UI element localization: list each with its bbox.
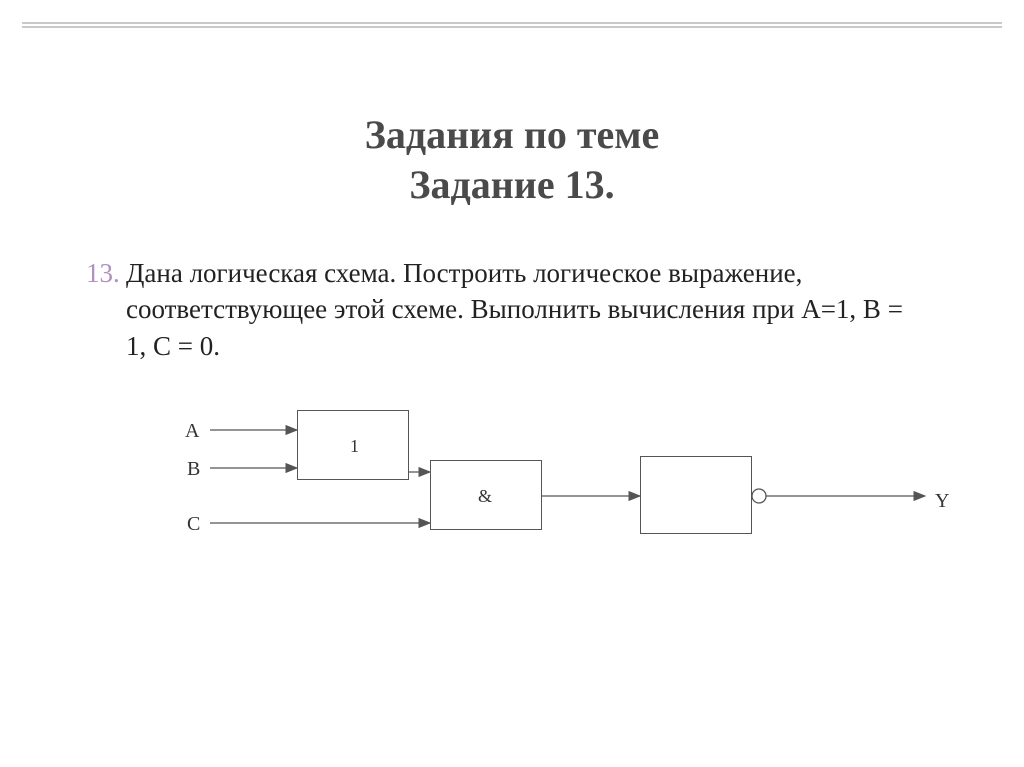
title-line-2: Задание 13. — [409, 162, 614, 207]
gate-and-label: & — [478, 486, 492, 507]
gate-or-label: 1 — [350, 436, 359, 457]
task-paragraph: 13. Дана логическая схема. Построить лог… — [126, 255, 906, 364]
output-label-Y: Y — [935, 490, 949, 513]
input-label-A: A — [185, 420, 199, 443]
header-divider — [22, 22, 1002, 28]
slide-title: Задания по теме Задание 13. — [0, 110, 1024, 210]
input-label-B: B — [187, 458, 200, 481]
gate-not — [640, 456, 752, 534]
input-label-C: C — [187, 513, 200, 536]
task-number: 13. — [86, 255, 120, 291]
title-line-1: Задания по теме — [365, 112, 660, 157]
logic-circuit-diagram: 1 & AB C Y — [0, 400, 1024, 650]
task-body: Дана логическая схема. Построить логичес… — [126, 258, 903, 361]
